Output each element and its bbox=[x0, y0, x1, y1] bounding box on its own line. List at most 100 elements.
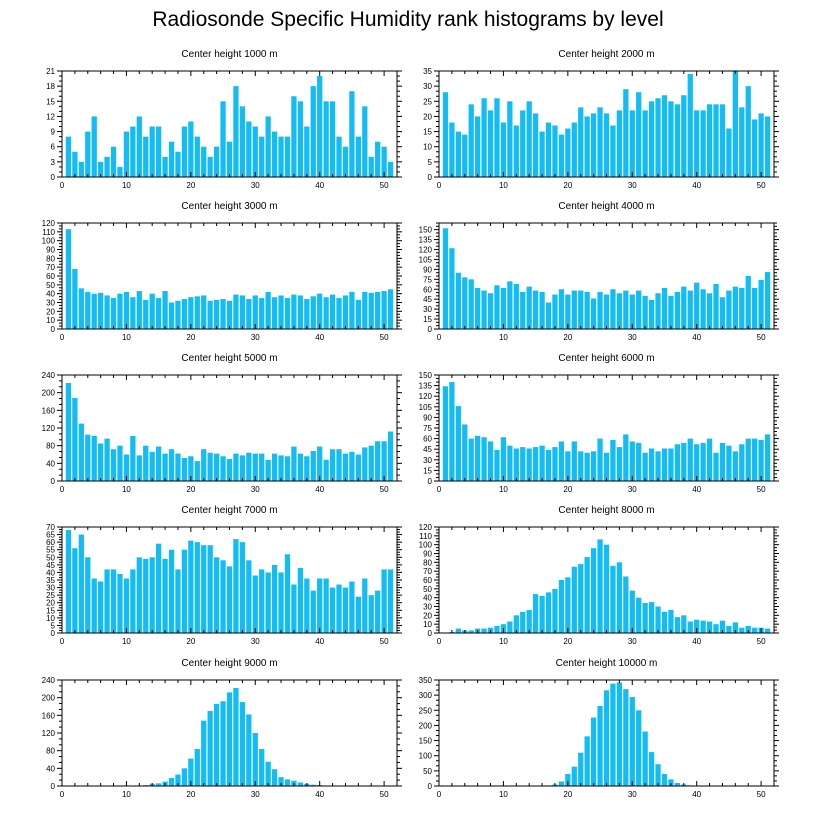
bar bbox=[91, 435, 97, 481]
bar bbox=[713, 283, 719, 329]
bar bbox=[616, 682, 623, 786]
bar bbox=[713, 452, 719, 481]
bar bbox=[745, 625, 751, 633]
bar bbox=[323, 459, 329, 481]
bar bbox=[623, 89, 629, 177]
bar bbox=[336, 584, 342, 633]
bar bbox=[481, 437, 487, 481]
bar bbox=[623, 434, 629, 481]
bar bbox=[143, 445, 149, 481]
bar bbox=[155, 126, 162, 177]
bar bbox=[520, 291, 526, 329]
bar bbox=[213, 703, 220, 786]
y-tick-label: 0 bbox=[428, 325, 433, 334]
bar bbox=[655, 98, 661, 177]
bar bbox=[513, 125, 519, 177]
bar bbox=[381, 569, 387, 633]
bar bbox=[201, 449, 207, 481]
bar bbox=[362, 291, 368, 329]
bar bbox=[188, 456, 194, 481]
x-tick-label: 40 bbox=[692, 333, 701, 342]
y-tick-label: 60 bbox=[46, 272, 55, 281]
bar bbox=[552, 588, 558, 633]
x-tick-label: 20 bbox=[186, 790, 195, 799]
bar bbox=[65, 229, 72, 329]
bar bbox=[764, 434, 771, 481]
bar bbox=[636, 442, 642, 481]
x-tick-label: 0 bbox=[437, 485, 442, 494]
y-tick-label: 35 bbox=[46, 576, 55, 585]
bar bbox=[123, 578, 130, 633]
bar bbox=[143, 136, 149, 177]
bar bbox=[668, 101, 674, 177]
bar bbox=[291, 584, 297, 633]
bar bbox=[500, 287, 507, 329]
bar bbox=[552, 447, 558, 481]
y-tick-label: 90 bbox=[423, 550, 432, 559]
bar bbox=[349, 291, 355, 329]
bar bbox=[149, 293, 155, 329]
bar bbox=[246, 560, 252, 633]
bar bbox=[233, 687, 239, 786]
bar bbox=[700, 289, 706, 329]
bar bbox=[500, 437, 507, 481]
y-tick-label: 25 bbox=[423, 97, 432, 106]
bar bbox=[323, 297, 329, 329]
x-tick-label: 10 bbox=[499, 181, 508, 190]
bar bbox=[590, 717, 597, 786]
x-tick-label: 30 bbox=[628, 333, 637, 342]
bar bbox=[220, 701, 226, 786]
bar bbox=[278, 777, 284, 786]
bar bbox=[706, 621, 713, 633]
bar bbox=[681, 615, 687, 633]
bar bbox=[310, 86, 316, 177]
y-tick-label: 10 bbox=[46, 316, 55, 325]
bar bbox=[764, 272, 771, 329]
bar bbox=[181, 126, 188, 177]
x-tick-label: 40 bbox=[315, 333, 324, 342]
bar bbox=[110, 569, 117, 633]
bar bbox=[123, 454, 130, 481]
bar bbox=[239, 702, 246, 786]
x-tick-label: 50 bbox=[757, 333, 766, 342]
x-tick-label: 40 bbox=[315, 485, 324, 494]
bar bbox=[655, 293, 661, 329]
bar bbox=[532, 290, 539, 329]
x-tick-label: 0 bbox=[60, 181, 65, 190]
bar bbox=[168, 449, 175, 481]
bar bbox=[584, 116, 590, 177]
bar bbox=[494, 98, 500, 177]
y-tick-label: 0 bbox=[428, 782, 433, 791]
bar bbox=[149, 557, 155, 633]
x-tick-label: 50 bbox=[380, 637, 389, 646]
bar bbox=[78, 161, 84, 177]
bar bbox=[648, 101, 655, 177]
bar bbox=[629, 441, 635, 481]
x-tick-label: 20 bbox=[563, 485, 572, 494]
y-tick-label: 30 bbox=[423, 456, 432, 465]
bar bbox=[329, 449, 336, 481]
bar bbox=[584, 557, 590, 633]
bar bbox=[233, 86, 239, 177]
y-tick-label: 60 bbox=[423, 576, 432, 585]
bar bbox=[271, 769, 278, 786]
bar bbox=[284, 456, 291, 481]
y-tick-label: 45 bbox=[46, 561, 55, 570]
bar bbox=[552, 294, 558, 329]
bar bbox=[130, 297, 136, 329]
bar bbox=[136, 455, 142, 481]
bar bbox=[468, 279, 474, 329]
y-tick-label: 75 bbox=[423, 424, 432, 433]
bar bbox=[329, 294, 336, 329]
panel-title: Center height 3000 m bbox=[181, 201, 277, 212]
bar bbox=[110, 298, 117, 329]
y-tick-label: 120 bbox=[42, 424, 56, 433]
bar bbox=[117, 445, 123, 481]
bar bbox=[513, 448, 519, 481]
y-tick-label: 90 bbox=[423, 413, 432, 422]
bar bbox=[181, 298, 188, 329]
y-tick-label: 60 bbox=[423, 435, 432, 444]
bar bbox=[226, 141, 233, 177]
panel-6: Center height 6000 m0 10 20 30 40 50015304560… bbox=[419, 353, 779, 494]
bar bbox=[442, 228, 449, 329]
